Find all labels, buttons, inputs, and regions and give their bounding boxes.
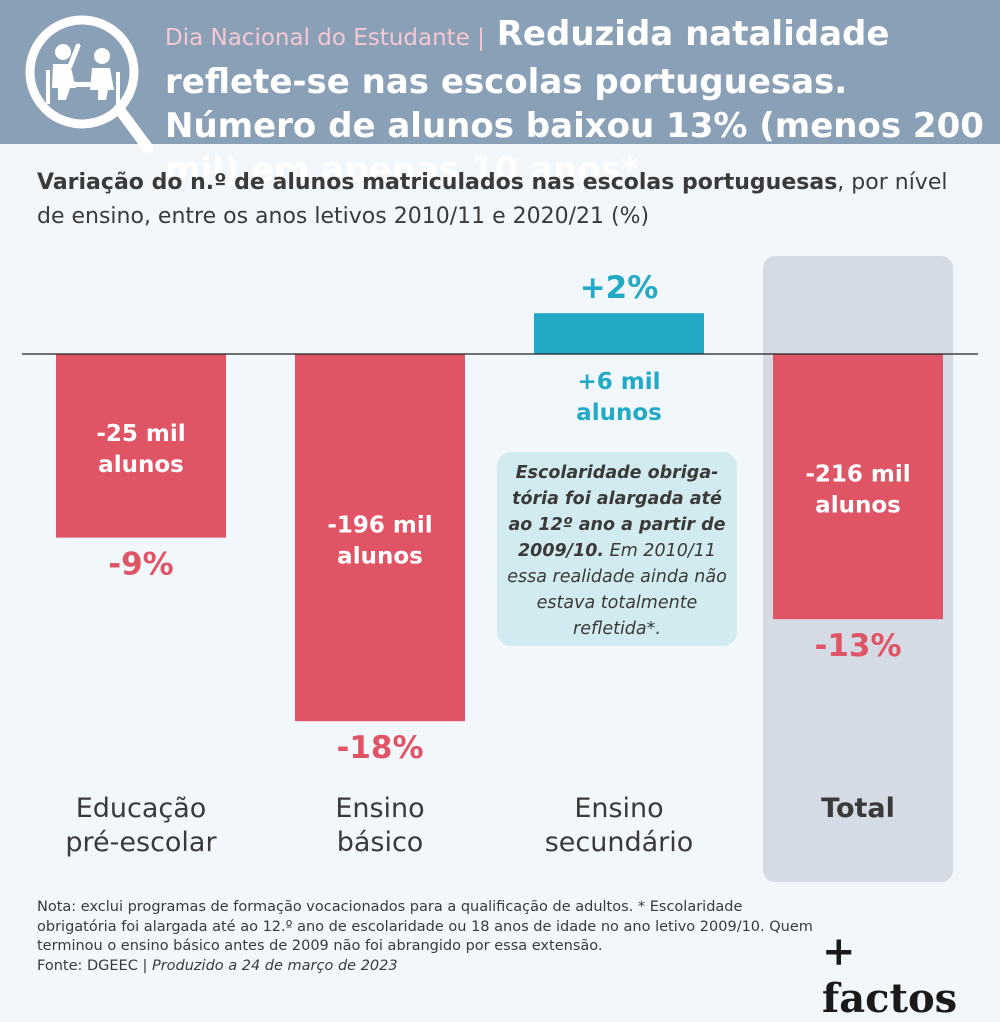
student-count-label: -216 mil [805, 462, 910, 488]
brand-logo: + factos [822, 928, 958, 1022]
category-label: Total [821, 793, 895, 824]
bar [773, 354, 943, 620]
percent-label: +2% [580, 270, 659, 306]
chart-subtitle-rest: , por nível de ensino, entre os anos let… [37, 170, 948, 229]
student-count-label: +6 mil [577, 369, 660, 395]
bar [534, 313, 704, 354]
headline-title: Reduzida natalidade reflete-se nas escol… [165, 14, 984, 190]
produced-date: Produzido a 24 de março de 2023 [151, 957, 398, 974]
category-label: básico [337, 827, 424, 858]
footer-note: Nota: exclui programas de formação vocac… [37, 898, 817, 976]
student-count-label: alunos [337, 544, 423, 570]
students-magnifier-icon [25, 15, 154, 154]
category-label: pré-escolar [65, 827, 217, 858]
chart-subtitle-bold: Variação do n.º de alunos matriculados n… [37, 170, 838, 195]
student-count-label: -25 mil [96, 421, 185, 447]
note-text: Nota: exclui programas de formação vocac… [37, 899, 813, 954]
callout-bold: Escolaridade obriga-tória foi alargada a… [508, 463, 726, 561]
percent-label: -13% [814, 628, 901, 664]
headline: Dia Nacional do Estudante | Reduzida nat… [165, 12, 995, 192]
callout-box: Escolaridade obriga-tória foi alargada a… [497, 452, 737, 646]
category-label: Educação [76, 793, 207, 824]
category-label: secundário [545, 827, 694, 858]
category-label: Ensino [574, 793, 663, 824]
student-count-label: alunos [576, 400, 662, 426]
category-label: Ensino [335, 793, 424, 824]
headline-kicker: Dia Nacional do Estudante | [165, 25, 485, 51]
callout-rest: Em 2010/11 essa realidade ainda não esta… [507, 541, 727, 639]
bar [295, 354, 465, 722]
source-text: Fonte: DGEEC | [37, 957, 152, 974]
bar [56, 354, 226, 538]
chart-subtitle: Variação do n.º de alunos matriculados n… [37, 166, 977, 234]
student-count-label: -196 mil [327, 513, 432, 539]
percent-label: -9% [108, 547, 174, 583]
percent-label: -18% [336, 730, 423, 766]
student-count-label: alunos [815, 493, 901, 519]
student-count-label: alunos [98, 452, 184, 478]
header-banner: Dia Nacional do Estudante | Reduzida nat… [0, 0, 1000, 190]
